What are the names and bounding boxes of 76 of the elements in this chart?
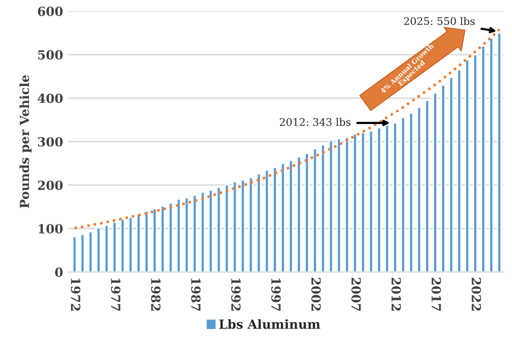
y-tick-label: 100 [38,224,63,234]
bar [248,177,254,272]
bar [392,122,398,272]
bar [112,221,118,272]
bar [408,112,414,272]
bar [216,186,222,272]
bar [456,69,462,272]
bar [320,144,326,272]
bar [72,236,78,272]
bar [120,218,126,272]
bar [256,173,262,272]
bar [176,198,182,272]
bar [128,216,134,272]
bar [488,37,494,272]
bar [192,194,198,272]
bar [328,140,334,272]
bar [472,54,478,272]
x-tick-label: 2012 [391,278,401,311]
bar [416,106,422,272]
x-tick-label: 1972 [70,278,80,311]
x-tick-label: 1997 [271,278,281,311]
bar [240,179,246,272]
y-axis-title: Pounds per Vehicle [19,75,32,208]
bar [168,202,174,272]
bar [184,197,190,272]
bar [360,132,366,272]
bar [160,205,166,272]
x-tick-label: 1977 [110,278,120,311]
y-tick-label: 400 [38,94,63,104]
bar [136,214,142,272]
bar [376,127,382,272]
bar [296,156,302,272]
y-tick-label: 600 [38,6,63,16]
annotation: 2025: 550 lbs [404,16,475,26]
bar [448,76,454,272]
bar [480,45,486,272]
bar [336,138,342,272]
bar [400,116,406,272]
y-tick-label: 500 [38,50,63,60]
y-tick-label: 300 [38,137,63,147]
bar [368,130,374,272]
bar [440,84,446,272]
bar [464,59,470,272]
bar [232,180,238,272]
x-tick-label: 2007 [351,278,361,311]
bar [280,162,286,272]
bar [272,166,278,272]
x-tick-label: 1992 [231,278,241,311]
bar [80,234,86,272]
x-tick-label: 2017 [432,278,441,311]
x-tick-label: 1987 [191,278,201,311]
x-tick-label: 2002 [311,278,321,311]
bar [344,136,350,272]
bar [208,189,214,272]
bar [152,208,158,272]
bar [352,133,358,272]
line-series [73,28,501,230]
bar [224,184,230,272]
bar [424,100,430,272]
bar [432,92,438,272]
bar [496,32,502,272]
bar [304,152,310,272]
bar [288,160,294,272]
x-tick-label: 1982 [151,278,160,311]
legend-label: Lbs Aluminum [219,319,320,329]
bar [312,148,318,272]
x-tick-label: 2022 [472,278,482,311]
bar [104,224,110,272]
bar [264,169,270,272]
bar [96,227,102,272]
annotation: 2012: 343 lbs [280,118,350,126]
bar [144,210,150,272]
bar [200,191,206,272]
bar [88,230,94,272]
y-tick-label: 0 [55,268,63,278]
y-tick-label: 200 [38,180,63,190]
